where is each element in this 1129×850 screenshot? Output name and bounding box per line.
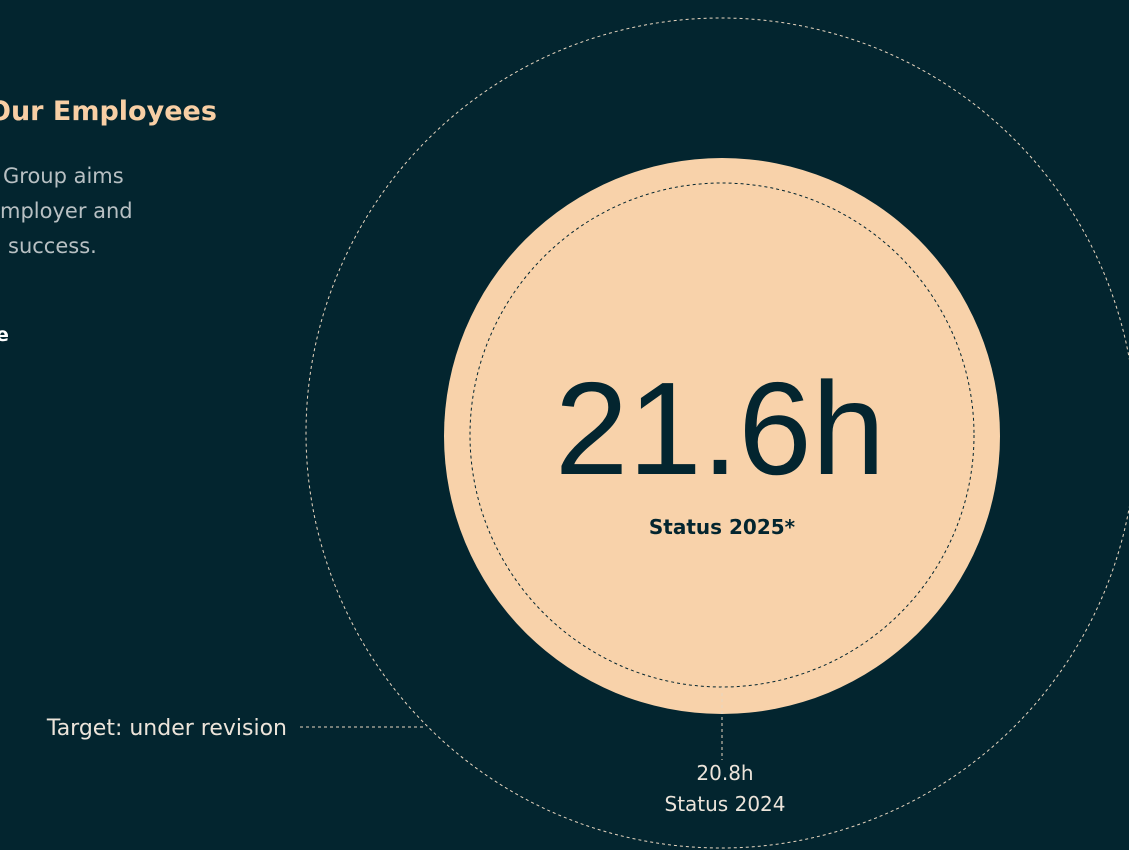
status-circle xyxy=(444,158,1000,714)
current-label: Status 2025* xyxy=(649,515,796,539)
previous-value: 20.8h xyxy=(696,761,753,785)
intro-line: success. xyxy=(8,234,97,258)
outer-dashed-circle xyxy=(305,17,1129,849)
intro-fragment: e xyxy=(0,324,9,346)
section-title: Our Employees xyxy=(0,96,217,127)
intro-line: Group aims xyxy=(3,164,124,188)
intro-line: mployer and xyxy=(0,199,133,223)
current-value: 21.6h xyxy=(555,355,885,502)
previous-label: Status 2024 xyxy=(665,792,786,816)
inner-dashed-circle xyxy=(469,182,975,688)
target-label: Target: under revision xyxy=(46,716,287,741)
